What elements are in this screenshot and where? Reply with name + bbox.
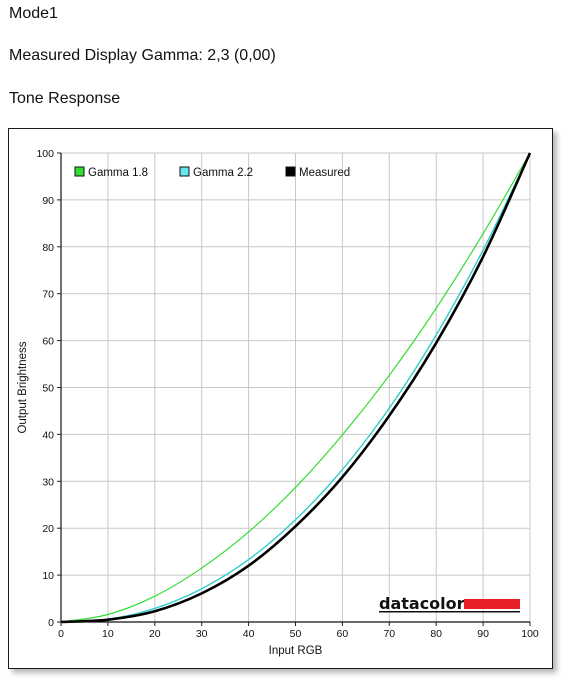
y-tick-label: 80 <box>42 242 54 254</box>
datacolor-logo-text: datacolor <box>379 594 465 613</box>
y-tick-label: 50 <box>42 383 54 395</box>
x-tick-label: 100 <box>521 628 539 640</box>
y-tick-label: 90 <box>42 195 54 207</box>
datacolor-logo-bar <box>464 599 520 609</box>
y-tick-label: 0 <box>48 617 54 629</box>
x-tick-label: 80 <box>430 628 442 640</box>
series-line-gamma-2-2 <box>60 152 531 623</box>
tone-response-chart: Input RGB Output Brightness 0 10 20 30 40 50 6… <box>8 128 553 669</box>
axes: Input RGB Output Brightness 0 10 20 30 40 50 6… <box>17 148 539 657</box>
x-tick-label: 20 <box>149 628 161 640</box>
y-tick-label: 70 <box>42 289 54 301</box>
x-axis-title: Input RGB <box>269 645 323 657</box>
datacolor-logo: datacolor <box>379 594 520 613</box>
legend-label: Gamma 1.8 <box>88 167 148 179</box>
legend-label: Gamma 2.2 <box>193 167 253 179</box>
legend: Gamma 1.8 Gamma 2.2 Measured <box>74 166 350 179</box>
x-tick-label: 40 <box>243 628 255 640</box>
grid <box>61 152 531 622</box>
x-tick-label: 60 <box>337 628 349 640</box>
x-tick-label: 70 <box>383 628 395 640</box>
tone-response-heading: Tone Response <box>9 90 121 107</box>
legend-item-measured: Measured <box>285 166 350 179</box>
x-tick-label: 30 <box>196 628 208 640</box>
y-tick-label: 10 <box>42 570 54 582</box>
y-tick-label: 40 <box>42 429 54 441</box>
y-tick-label: 100 <box>36 148 54 160</box>
legend-swatch <box>179 166 190 177</box>
mode-title: Mode1 <box>9 5 58 22</box>
y-tick-label: 20 <box>42 523 54 535</box>
legend-item-gamma-1-8: Gamma 1.8 <box>74 166 148 179</box>
legend-label: Measured <box>299 167 350 179</box>
legend-swatch <box>285 166 296 177</box>
series-line-gamma-1-8 <box>60 152 531 623</box>
y-tick-label: 60 <box>42 336 54 348</box>
x-tick-label: 90 <box>477 628 489 640</box>
series-line-measured <box>60 152 532 624</box>
curves <box>60 152 532 624</box>
chart-canvas: Input RGB Output Brightness 0 10 20 30 40 50 6… <box>17 148 539 657</box>
y-axis-title: Output Brightness <box>17 341 29 433</box>
y-tick-label: 30 <box>42 476 54 488</box>
x-tick-label: 0 <box>58 628 64 640</box>
x-tick-label: 50 <box>290 628 302 640</box>
legend-item-gamma-2-2: Gamma 2.2 <box>179 166 253 179</box>
legend-swatch <box>74 166 85 177</box>
measured-gamma-text: Measured Display Gamma: 2,3 (0,00) <box>9 47 276 64</box>
x-tick-label: 10 <box>102 628 114 640</box>
datacolor-logo-underline <box>379 611 520 613</box>
